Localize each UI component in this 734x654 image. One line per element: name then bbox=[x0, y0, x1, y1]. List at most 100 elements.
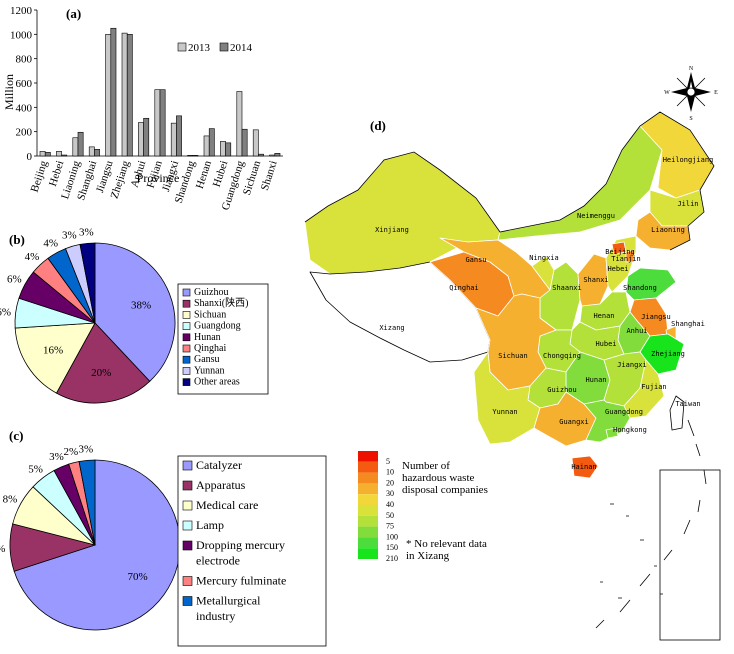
legend-swatch-30 bbox=[358, 483, 378, 495]
panel-b-slices bbox=[14, 242, 176, 404]
panel-a-axes: 0 200 400 600 800 1000 1200 bbox=[10, 5, 283, 163]
panel-a-y-tick-label: 400 bbox=[16, 102, 33, 114]
map-label-qinghai: Qinghai bbox=[449, 284, 479, 292]
bar-anhui-2014 bbox=[143, 117, 150, 157]
panel-a-y-tick-label: 1200 bbox=[10, 5, 33, 17]
slice-label-sichuan: 16% bbox=[43, 345, 63, 357]
bar-shanghai-2013 bbox=[88, 146, 95, 157]
map-label-neimenggu: Neimenggu bbox=[577, 212, 615, 220]
bar-guangdong-2014 bbox=[241, 128, 248, 157]
bar-sichuan-2014 bbox=[258, 153, 264, 157]
slice-label-guangdong: 6% bbox=[0, 306, 11, 318]
legend-label-guizhou: Guizhou bbox=[194, 287, 228, 298]
legend-label-shanxi: Shanxi(陕西) bbox=[194, 296, 248, 309]
map-label-shandong: Shandong bbox=[623, 284, 657, 292]
bar-fujian-2014 bbox=[159, 89, 166, 157]
legend-swatch-guangdong bbox=[182, 322, 191, 330]
legend-box bbox=[177, 283, 269, 395]
legend-label-metallurgical-industry: industry bbox=[196, 609, 235, 623]
slice-label-metallurgical-industry: 3% bbox=[79, 443, 94, 455]
map-label-guangdong: Guangdong bbox=[605, 408, 643, 416]
legend-label-lamp: Lamp bbox=[196, 518, 224, 532]
legend-swatch-lamp bbox=[182, 520, 193, 531]
panel-a-x-axis-label: Province bbox=[137, 171, 180, 185]
slice-label-apparatus: 9% bbox=[0, 543, 5, 555]
legend-swatch-5 bbox=[358, 451, 378, 462]
slice-label-yunnan: 3% bbox=[62, 230, 77, 242]
panel-b-pie-chart: (b) 38%20%16%6%6%4%4%3%3% GuizhouShanxi(… bbox=[0, 226, 269, 404]
legend-title-line: Number of bbox=[402, 460, 450, 472]
legend-swatch-metallurgical-industry bbox=[182, 596, 193, 606]
south-china-sea-islands bbox=[595, 419, 721, 641]
legend-box bbox=[177, 455, 327, 647]
region-shandong bbox=[625, 267, 677, 301]
bar-jiangsu-2013 bbox=[105, 34, 112, 157]
panel-c-slices bbox=[9, 459, 181, 631]
slice-catalyzer bbox=[13, 459, 181, 631]
slice-label-mercury-fulminate: 2% bbox=[64, 446, 79, 458]
bar-hubei-2013 bbox=[220, 141, 226, 157]
legend-title-line: hazardous waste bbox=[402, 472, 475, 484]
legend-label-apparatus: Apparatus bbox=[196, 478, 246, 492]
legend-label-qinghai: Qinghai bbox=[194, 343, 226, 354]
legend-swatch-gansu bbox=[182, 355, 191, 364]
legend-swatch-210 bbox=[358, 548, 378, 559]
bar-henan-2013 bbox=[203, 135, 210, 157]
legend-value-50: 50 bbox=[386, 511, 394, 520]
legend-swatch-other-areas bbox=[182, 378, 191, 386]
legend-label-sichuan: Sichuan bbox=[194, 309, 226, 320]
map-label-shanghai: Shanghai bbox=[671, 320, 705, 328]
slice-label-dropping-mercury-electrode: 3% bbox=[49, 451, 64, 463]
legend-value-20: 20 bbox=[386, 478, 394, 487]
panel-c-pie-chart: (c) 70% 9% 8% 5% 3%2%3% Catalyzer Apparatus Me… bbox=[0, 428, 327, 647]
map-label-anhui: Anhui bbox=[626, 327, 647, 335]
panel-b-legend: GuizhouShanxi(陕西)SichuanGuangdongHunanQi… bbox=[177, 283, 269, 395]
panel-a-legend: 2013 2014 bbox=[177, 42, 253, 54]
bar-zhejiang-2013 bbox=[121, 32, 128, 157]
legend-label-dropping-mercury-electrode: electrode bbox=[196, 554, 240, 568]
legend-swatch-apparatus bbox=[182, 480, 193, 491]
panel-c-label: (c) bbox=[9, 428, 23, 443]
slice-metallurgical-industry bbox=[78, 459, 96, 546]
panel-a-label: (a) bbox=[66, 6, 81, 21]
legend-swatch-100 bbox=[358, 526, 378, 538]
slice-label-hunan: 6% bbox=[7, 274, 22, 286]
compass-west-label: W bbox=[664, 90, 670, 96]
legend-swatch-150 bbox=[358, 537, 378, 549]
compass-south-label: S bbox=[689, 116, 692, 122]
map-label-liaoning: Liaoning bbox=[651, 226, 685, 234]
panel-a-y-tick-label: 1000 bbox=[10, 29, 33, 41]
slice-label-shanxi: 20% bbox=[91, 367, 111, 379]
legend-swatch-medical-care bbox=[182, 500, 193, 511]
legend-label-catalyzer: Catalyzer bbox=[196, 458, 242, 472]
slice-sichuan bbox=[14, 322, 96, 394]
map-label-beijing: Beijing bbox=[605, 248, 635, 256]
panel-b-slice-labels: 38%20%16%6%6%4%4%3%3% bbox=[0, 226, 151, 379]
map-label-shanxi: Shanxi bbox=[583, 276, 608, 284]
map-label-guizhou: Guizhou bbox=[547, 386, 577, 394]
legend-title-line: disposal companies bbox=[402, 484, 488, 496]
bar-beijing-2014 bbox=[44, 152, 51, 157]
legend-label-gansu: Gansu bbox=[194, 354, 220, 365]
legend-swatch-shanxi bbox=[182, 299, 191, 308]
panel-a-bars bbox=[39, 27, 281, 157]
legend-value-210: 210 bbox=[386, 554, 398, 563]
legend-value-10: 10 bbox=[386, 468, 394, 477]
legend-value-150: 150 bbox=[386, 543, 398, 552]
map-label-hunan: Hunan bbox=[585, 376, 606, 384]
slice-shanxi bbox=[55, 322, 151, 404]
legend-swatch-40 bbox=[358, 494, 378, 505]
panel-a-x-tick-labels: BeijingHebeiLiaoningShanghaiJiangsuZheji… bbox=[29, 159, 280, 212]
panel-a-bar-chart: (a) 0 200 400 600 800 1000 1200 BeijingHebeiLi… bbox=[2, 5, 283, 212]
legend-swatch-10 bbox=[358, 461, 378, 473]
panel-a-y-tick-label: 0 bbox=[27, 151, 33, 163]
map-label-xinjiang: Xinjiang bbox=[375, 226, 409, 234]
map-label-hubei: Hubei bbox=[595, 340, 616, 348]
legend-label-guangdong: Guangdong bbox=[194, 321, 241, 332]
legend-label-2013: 2013 bbox=[188, 42, 211, 54]
legend-swatch-2014 bbox=[219, 42, 229, 52]
map-label-ningxia: Ningxia bbox=[529, 254, 559, 262]
map-label-zhejiang: Zhejiang bbox=[651, 350, 685, 358]
